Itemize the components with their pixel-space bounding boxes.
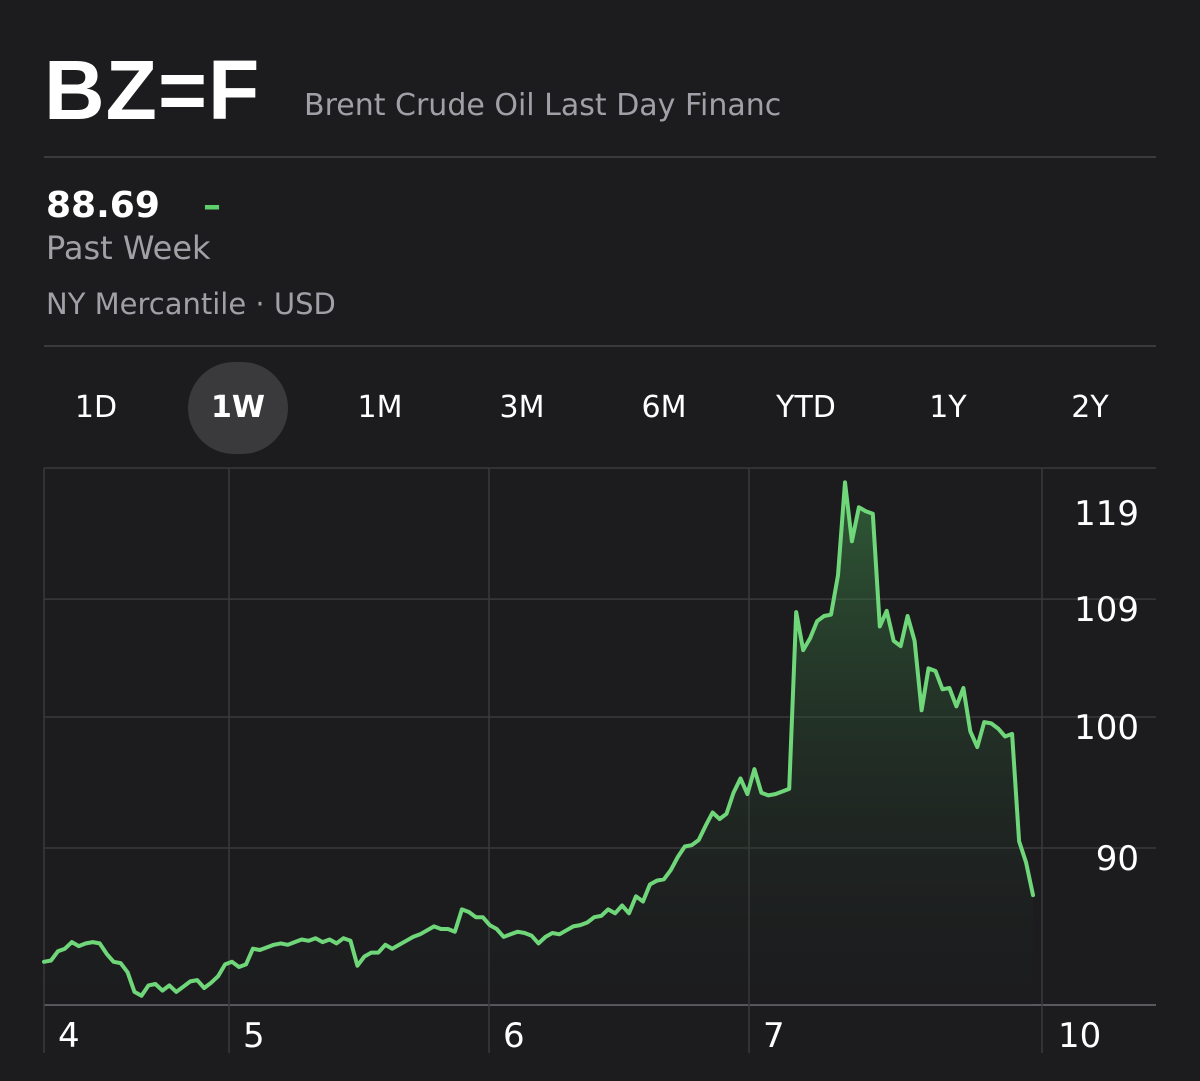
price-chart[interactable]: 90 100 109 119 4 5 6 7 10 (0, 460, 1200, 1081)
range-tab-3m[interactable]: 3M (499, 390, 545, 425)
y-tick-label-119: 119 (1074, 494, 1139, 534)
range-tab-2y[interactable]: 2Y (1071, 390, 1109, 425)
ticker-symbol: BZ=F (44, 43, 261, 137)
range-tab-1y[interactable]: 1Y (929, 390, 967, 425)
y-axis-labels: 90 100 109 119 (1074, 494, 1139, 879)
x-axis-labels: 4 5 6 7 10 (58, 1016, 1101, 1056)
exchange-currency: NY Mercantile · USD (46, 287, 336, 321)
chart-line (42, 480, 1035, 998)
chart-area (44, 482, 1033, 1005)
instrument-name: Brent Crude Oil Last Day Financ (304, 88, 782, 123)
y-tick-label-109: 109 (1074, 590, 1139, 630)
x-tick-label-10: 10 (1058, 1016, 1101, 1056)
range-selector: 1D 1W 1M 3M 6M YTD 1Y 2Y (44, 362, 1156, 456)
series-line (42, 480, 1035, 998)
period-label: Past Week (46, 229, 211, 267)
header-divider (44, 156, 1156, 158)
range-tab-1d[interactable]: 1D (74, 390, 118, 425)
range-tab-1m[interactable]: 1M (357, 390, 403, 425)
x-tick-label-7: 7 (763, 1016, 785, 1056)
price-change: – (203, 185, 221, 226)
x-tick-label-5: 5 (243, 1016, 265, 1056)
x-tick-label-6: 6 (503, 1016, 525, 1056)
y-tick-label-100: 100 (1074, 708, 1139, 748)
quote-divider (44, 345, 1156, 347)
last-price: 88.69 (46, 185, 160, 226)
range-tab-6m[interactable]: 6M (641, 390, 687, 425)
x-tick-label-4: 4 (58, 1016, 80, 1056)
y-tick-label-90: 90 (1096, 839, 1139, 879)
range-tab-ytd[interactable]: YTD (776, 390, 836, 425)
range-tab-1w[interactable]: 1W (188, 362, 288, 454)
series-area (44, 482, 1033, 1005)
